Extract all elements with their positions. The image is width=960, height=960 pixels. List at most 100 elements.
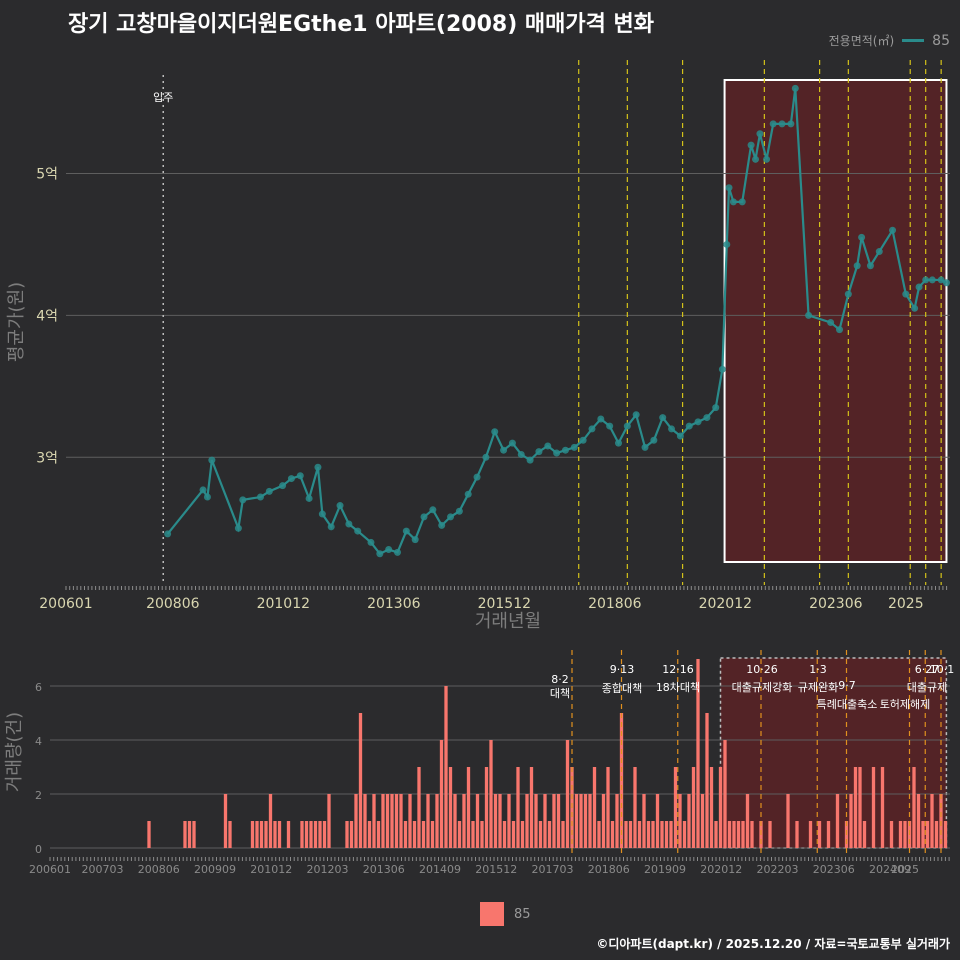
price-point — [526, 456, 534, 464]
price-point — [738, 198, 746, 206]
volume-bar — [286, 821, 291, 848]
volume-bar — [448, 767, 453, 848]
legend-series-label: 85 — [932, 32, 950, 49]
volume-bar — [255, 821, 259, 848]
volume-bar — [817, 821, 822, 848]
volume-bar — [646, 821, 651, 848]
price-point — [763, 155, 771, 163]
y-tick-label: 5억 — [36, 167, 58, 183]
volume-bar — [921, 821, 925, 848]
bottom-legend: 85 — [480, 902, 531, 926]
volume-bar — [835, 794, 840, 848]
move-in-label: 입주 — [153, 91, 173, 104]
volume-bar — [916, 794, 921, 848]
policy-annotation-date: 10·26 — [746, 663, 778, 676]
x-tick-label: 200806 — [146, 596, 200, 612]
price-point — [752, 155, 760, 163]
volume-bar — [363, 794, 367, 848]
y-axis-title: 거래량(건) — [4, 712, 25, 792]
volume-bar — [736, 821, 741, 848]
volume-bar — [543, 794, 547, 848]
x-tick-label: 202306 — [813, 863, 855, 876]
price-point — [676, 432, 684, 440]
price-point — [858, 233, 866, 241]
volume-bar — [696, 659, 700, 848]
price-point — [836, 326, 843, 334]
price-point — [685, 422, 693, 430]
price-point — [544, 442, 552, 450]
price-point — [256, 493, 264, 501]
volume-bar — [421, 821, 426, 848]
volume-bar — [430, 821, 435, 848]
volume-bar — [412, 821, 417, 848]
highlight-region — [723, 79, 948, 563]
price-point — [650, 436, 658, 444]
price-point — [723, 240, 731, 248]
x-tick-label: 202409 — [869, 863, 911, 876]
price-point — [853, 262, 861, 270]
price-point — [354, 527, 362, 535]
volume-bar — [678, 794, 682, 848]
volume-bar — [574, 794, 579, 848]
price-point — [712, 404, 720, 412]
price-point — [411, 536, 419, 544]
policy-annotation-date: 12·16 — [662, 663, 694, 676]
volume-bar — [858, 767, 862, 848]
price-point — [606, 422, 614, 430]
price-point — [296, 472, 304, 480]
volume-bar — [808, 821, 813, 848]
volume-bar — [147, 821, 151, 848]
volume-bar — [561, 821, 565, 848]
price-point — [659, 414, 667, 422]
volume-bar — [390, 794, 394, 848]
x-tick-label: 202203 — [757, 863, 799, 876]
policy-annotation-label: 대책 — [550, 687, 570, 700]
y-tick-label: 2 — [35, 789, 42, 802]
policy-annotation-date: 6·27 — [915, 663, 940, 676]
price-point — [641, 443, 649, 451]
price-point — [866, 262, 874, 270]
price-point — [394, 548, 401, 556]
legend-line-swatch — [902, 39, 925, 42]
volume-bar — [768, 821, 772, 848]
volume-bar — [511, 821, 516, 848]
volume-bar — [898, 821, 903, 848]
price-point — [482, 453, 490, 461]
price-point — [385, 546, 393, 554]
price-point — [318, 510, 326, 518]
price-point — [889, 226, 897, 234]
volume-bar — [714, 821, 718, 848]
volume-bar — [624, 821, 628, 848]
price-point — [420, 513, 428, 521]
volume-bar — [673, 767, 678, 848]
price-point — [376, 550, 384, 558]
price-point — [902, 290, 910, 298]
price-point — [305, 494, 313, 502]
volume-bar — [273, 821, 277, 848]
legend-bar-label: 85 — [514, 906, 531, 922]
y-tick-label: 6 — [35, 681, 42, 694]
volume-bar — [313, 821, 318, 848]
volume-bar — [628, 821, 633, 848]
volume-bar — [826, 821, 831, 848]
volume-bar — [615, 794, 619, 848]
price-point — [327, 523, 335, 531]
x-tick-label: 201806 — [588, 596, 642, 612]
volume-bar — [480, 821, 484, 848]
price-point — [875, 248, 883, 256]
price-point — [922, 276, 930, 284]
price-point — [287, 475, 295, 483]
y-tick-label: 0 — [35, 843, 42, 856]
policy-annotation-label: 토허제해제 — [880, 697, 931, 711]
volume-bar — [601, 794, 606, 848]
volume-bar — [300, 821, 304, 848]
volume-bar — [745, 794, 750, 848]
volume-bar — [358, 713, 363, 848]
volume-bar — [264, 821, 268, 848]
price-point — [517, 450, 525, 458]
volume-bar — [853, 767, 858, 848]
price-point — [718, 365, 726, 373]
y-tick-label: 4 — [35, 735, 42, 748]
price-point — [438, 521, 446, 529]
